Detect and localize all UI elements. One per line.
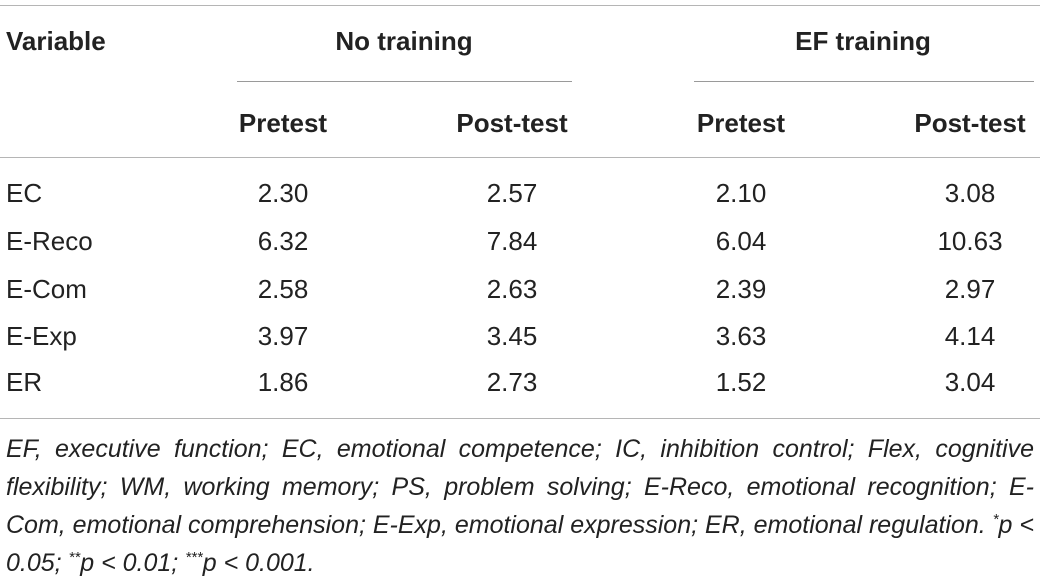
table-cell: 3.45 [486, 321, 538, 351]
group-header-ef-training: EF training [795, 26, 931, 56]
table-cell: 2.63 [486, 274, 538, 304]
table-cell: 2.73 [486, 367, 538, 397]
significance-mark: *** [185, 549, 203, 566]
table-cell: 2.30 [257, 178, 309, 208]
table-cell: 2.57 [486, 178, 538, 208]
table-cell: 10.63 [937, 226, 1003, 256]
table-cell: 2.97 [944, 274, 996, 304]
footnote-abbreviations: EF, executive function; EC, emotional co… [6, 435, 1034, 539]
significance-text: p < 0.001. [202, 549, 315, 577]
subheader-no-training-pretest: Pretest [238, 108, 328, 138]
table-cell: 2.58 [257, 274, 309, 304]
table-cell: 3.63 [715, 321, 767, 351]
table-header-rule [0, 157, 1040, 158]
table-cell: 3.08 [944, 178, 996, 208]
table-cell: 1.52 [715, 367, 767, 397]
subheader-ef-training-pretest: Pretest [696, 108, 786, 138]
group-underline-no-training [237, 81, 572, 82]
table-cell: 2.39 [715, 274, 767, 304]
table-cell: 6.04 [715, 226, 767, 256]
significance-mark: * [992, 511, 999, 528]
row-label: E-Reco [6, 226, 93, 256]
table-footnote: EF, executive function; EC, emotional co… [6, 430, 1034, 582]
group-underline-ef-training [694, 81, 1034, 82]
table-cell: 4.14 [944, 321, 996, 351]
row-label: ER [6, 367, 43, 397]
table-bottom-rule [0, 418, 1040, 419]
table-cell: 3.97 [257, 321, 309, 351]
table-cell: 2.10 [715, 178, 767, 208]
table-cell: 7.84 [486, 226, 538, 256]
table-cell: 6.32 [257, 226, 309, 256]
group-header-no-training: No training [335, 26, 473, 56]
table-cell: 3.04 [944, 367, 996, 397]
row-label: EC [6, 178, 43, 208]
table-top-rule [0, 5, 1040, 6]
table-cell: 1.86 [257, 367, 309, 397]
significance-text: p < 0.01; [80, 549, 179, 577]
significance-text: p < 0.05; [6, 511, 1035, 577]
row-label: E-Com [6, 274, 87, 304]
significance-mark: ** [68, 549, 81, 566]
stub-header: Variable [6, 26, 106, 56]
subheader-ef-training-posttest: Post-test [914, 108, 1026, 138]
subheader-no-training-posttest: Post-test [456, 108, 568, 138]
row-label: E-Exp [6, 321, 77, 351]
